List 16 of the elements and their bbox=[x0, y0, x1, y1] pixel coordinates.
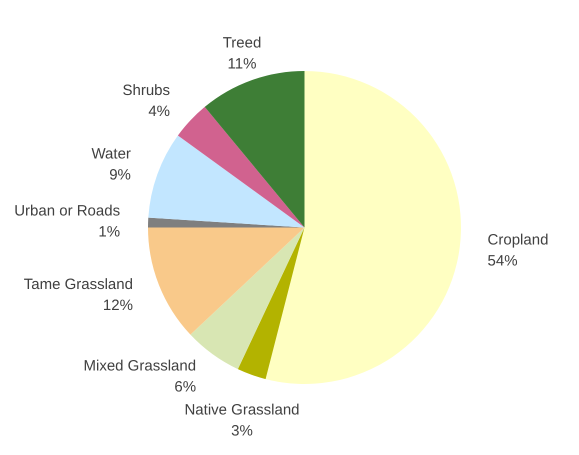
slice-label: Water bbox=[91, 146, 131, 163]
data-label: 6% bbox=[174, 378, 196, 396]
slice-label: Urban or Roads bbox=[14, 202, 120, 220]
slice-label: Native Grassland bbox=[184, 401, 300, 418]
data-label: 1% bbox=[98, 223, 120, 240]
data-label: 11% bbox=[228, 56, 256, 73]
data-label: 54% bbox=[488, 252, 518, 270]
data-label: 9% bbox=[109, 166, 131, 184]
data-label: 3% bbox=[231, 422, 253, 440]
data-label: 4% bbox=[148, 102, 170, 120]
slice-label: Tame Grassland bbox=[24, 276, 133, 294]
slice-label: Treed bbox=[222, 34, 262, 52]
slice-label: Mixed Grassland bbox=[84, 357, 196, 374]
slice-label: Cropland bbox=[488, 231, 548, 248]
data-label: 12% bbox=[102, 297, 133, 314]
slice-label: Shrubs bbox=[122, 82, 170, 99]
